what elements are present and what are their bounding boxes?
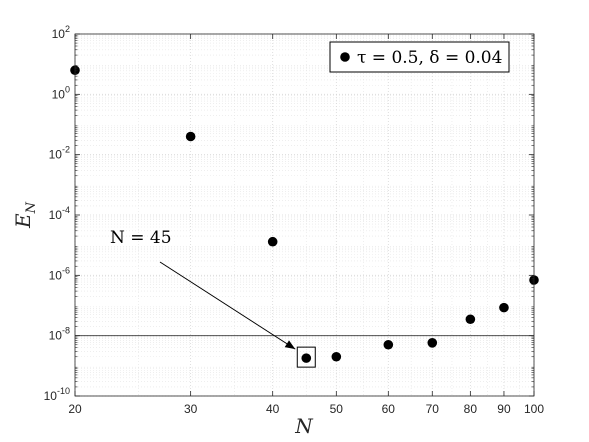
y-tick-label: 10-8 <box>49 326 70 343</box>
data-point <box>267 236 278 247</box>
x-tick-label: 30 <box>184 402 198 416</box>
x-tick-label: 70 <box>426 402 440 416</box>
y-tick-label-exponent: -2 <box>62 145 70 155</box>
axis-ticks <box>74 33 535 397</box>
y-tick-label-exponent: -4 <box>62 205 70 215</box>
x-tick-label: 90 <box>497 402 511 416</box>
y-tick-label: 10-6 <box>49 265 70 282</box>
y-tick-label-base: 10 <box>52 27 66 41</box>
y-tick-label-exponent: -10 <box>57 386 70 396</box>
x-axis-label: N <box>294 414 314 438</box>
y-tick-label-base: 10 <box>49 208 63 222</box>
y-tick-label-base: 10 <box>49 329 63 343</box>
y-axis-label-subscript: N <box>24 201 39 214</box>
annotation-arrow <box>159 261 296 350</box>
y-tick-label: 10-4 <box>49 205 70 222</box>
y-tick-label-base: 10 <box>49 268 63 282</box>
x-tick-label: 80 <box>464 402 478 416</box>
y-tick-label-base: 10 <box>49 148 63 162</box>
data-point <box>331 351 342 362</box>
data-point <box>301 353 312 363</box>
data-point <box>383 339 394 350</box>
y-tick-label-base: 10 <box>52 87 66 101</box>
x-tick-labels: 20 30 40 50 60 70 80 90 100 <box>68 402 544 416</box>
data-point <box>185 131 196 142</box>
legend-marker <box>340 52 350 62</box>
legend-label: τ = 0.5, δ = 0.04 <box>357 48 502 68</box>
annotation: N = 45 <box>110 228 316 368</box>
x-tick-label: 50 <box>330 402 344 416</box>
highlight-box <box>296 346 316 368</box>
y-tick-label: 10-10 <box>44 386 70 403</box>
y-tick-label: 10-2 <box>49 145 70 162</box>
x-tick-label: 60 <box>382 402 396 416</box>
annotation-text: N = 45 <box>110 228 172 248</box>
data-point <box>427 338 438 348</box>
svg-text:EN: EN <box>11 201 39 229</box>
y-tick-label-exponent: 0 <box>65 84 70 94</box>
y-tick-label: 100 <box>52 84 70 101</box>
x-tick-label: 40 <box>266 402 280 416</box>
y-tick-label: 102 <box>52 24 70 41</box>
y-tick-label-exponent: -8 <box>62 326 70 336</box>
x-tick-label: 20 <box>68 402 82 416</box>
data-point <box>465 314 476 325</box>
y-tick-label-exponent: 2 <box>65 24 70 34</box>
y-tick-label-base: 10 <box>44 389 58 403</box>
y-tick-label-exponent: -6 <box>62 265 70 275</box>
legend-box <box>329 41 510 73</box>
data-point <box>499 302 509 313</box>
legend: τ = 0.5, δ = 0.04 <box>329 41 510 73</box>
y-axis-label: EN <box>11 201 39 229</box>
annotation-arrowhead <box>284 340 296 350</box>
x-tick-label: 100 <box>524 402 544 416</box>
